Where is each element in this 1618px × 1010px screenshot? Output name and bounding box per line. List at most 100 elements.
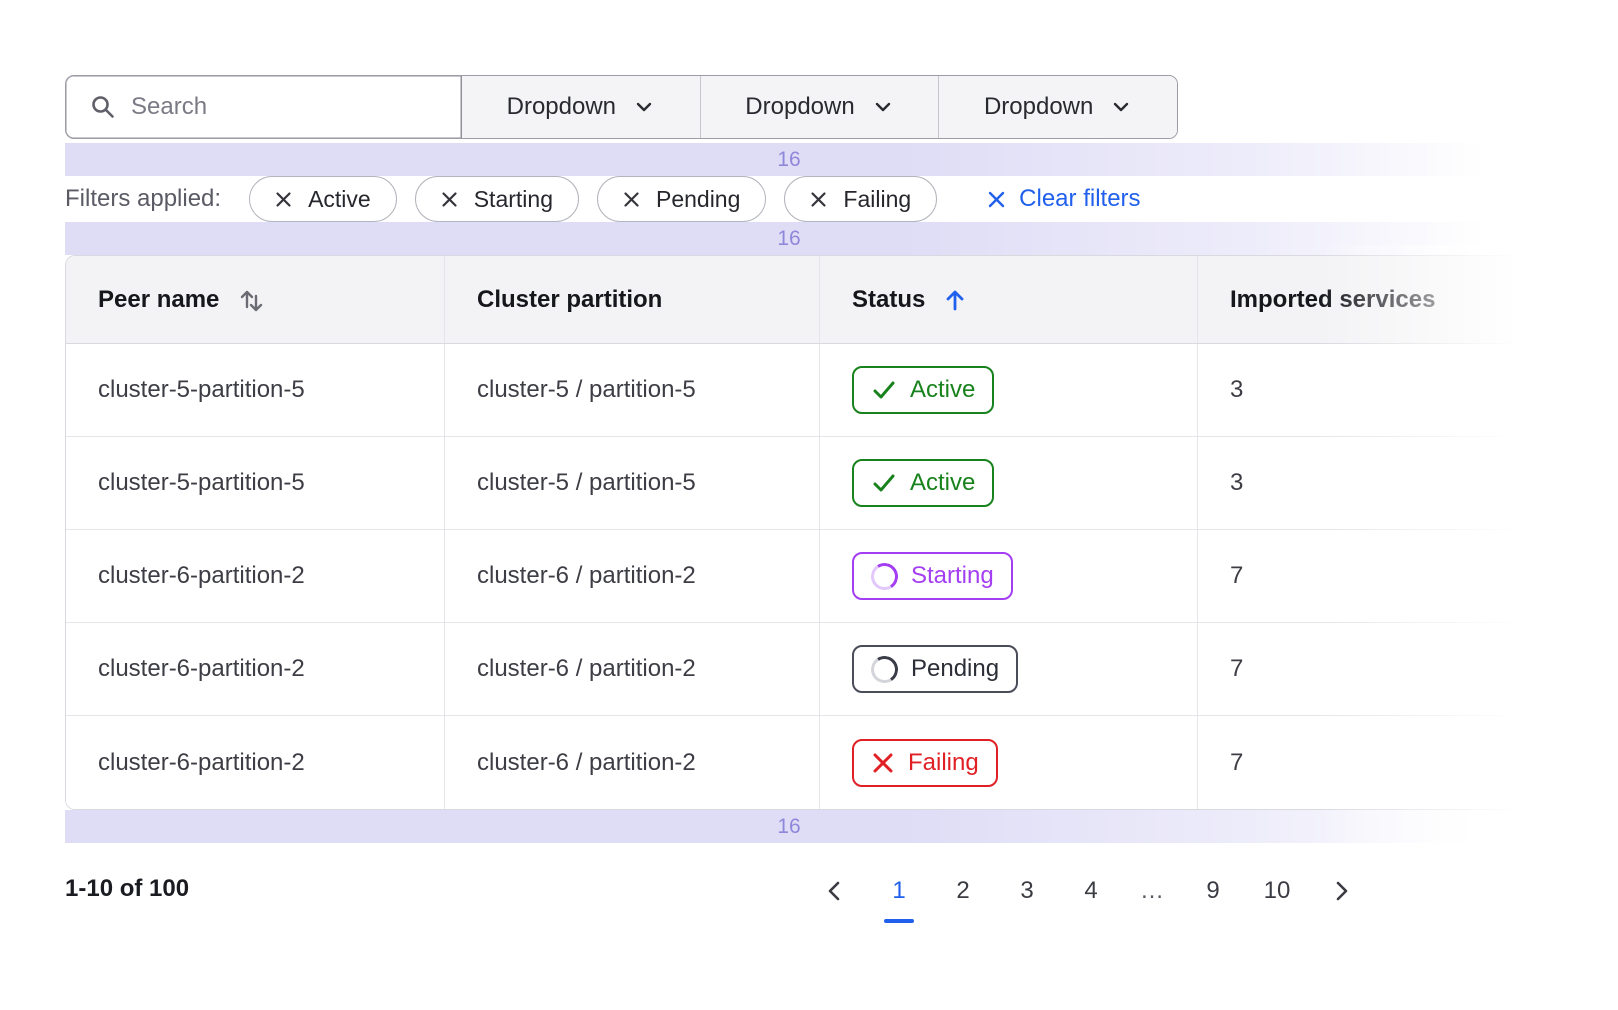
spacing-marker: 16 xyxy=(65,810,1513,843)
peer-name-cell: cluster-6-partition-2 xyxy=(98,562,305,589)
remove-filter-x-icon xyxy=(276,191,291,207)
x-icon xyxy=(873,753,893,772)
pagination: 1-10 of 100 1 2 3 4 … 9 10 xyxy=(65,859,1513,923)
check-icon xyxy=(873,474,895,492)
chevron-down-icon xyxy=(1114,102,1129,112)
clear-filters-button[interactable]: Clear filters xyxy=(987,185,1141,213)
status-badge-label: Starting xyxy=(911,562,994,589)
clear-filters-x-icon xyxy=(988,191,1005,207)
check-icon xyxy=(873,381,895,399)
filter-chip-failing[interactable]: Failing xyxy=(784,176,938,222)
previous-page-button[interactable] xyxy=(803,859,867,923)
spacing-marker-label: 16 xyxy=(777,147,801,171)
table-row: cluster-6-partition-2 cluster-6 / partit… xyxy=(66,623,1513,716)
chevron-down-icon xyxy=(875,102,890,112)
table-header-row: Peer name Cluster partition Status Impor… xyxy=(66,256,1513,344)
peers-page: Dropdown Dropdown Dropdown 16 Filters ap… xyxy=(65,0,1618,923)
remove-filter-x-icon xyxy=(811,191,827,207)
column-header-label: Cluster partition xyxy=(477,285,663,313)
status-cell: Pending xyxy=(819,623,1197,715)
column-header-cluster-partition[interactable]: Cluster partition xyxy=(444,256,819,343)
status-badge-active: Active xyxy=(852,459,995,507)
status-badge-failing: Failing xyxy=(852,738,998,787)
status-cell: Starting xyxy=(819,530,1197,622)
dropdown-button-2[interactable]: Dropdown xyxy=(699,76,939,138)
peer-name-cell: cluster-5-partition-5 xyxy=(98,469,305,496)
table-row: cluster-6-partition-2 cluster-6 / partit… xyxy=(66,716,1513,809)
status-cell: Active xyxy=(819,344,1197,436)
pager-controls: 1 2 3 4 … 9 10 xyxy=(803,859,1373,923)
dropdown-button-3[interactable]: Dropdown xyxy=(938,76,1177,138)
table-row: cluster-6-partition-2 cluster-6 / partit… xyxy=(66,530,1513,623)
dropdown-label: Dropdown xyxy=(745,93,855,120)
cluster-partition-cell: cluster-6 / partition-2 xyxy=(444,716,819,809)
imported-services-cell: 7 xyxy=(1197,623,1513,715)
column-header-label: Peer name xyxy=(98,285,220,313)
filter-chip-label: Pending xyxy=(655,185,741,212)
spinner-icon xyxy=(868,559,901,593)
page-button-9[interactable]: 9 xyxy=(1181,859,1245,923)
chevron-right-icon xyxy=(1336,881,1348,901)
status-badge-starting: Starting xyxy=(852,552,1013,600)
column-header-label: Status xyxy=(852,285,926,313)
dropdown-button-1[interactable]: Dropdown xyxy=(462,76,700,138)
peers-table: Peer name Cluster partition Status Impor… xyxy=(65,255,1513,810)
table-row: cluster-5-partition-5 cluster-5 / partit… xyxy=(66,344,1513,437)
page-button-10[interactable]: 10 xyxy=(1245,859,1309,923)
clear-filters-label: Clear filters xyxy=(1019,185,1141,212)
spacing-marker-label: 16 xyxy=(777,226,801,250)
spacing-marker-label: 16 xyxy=(777,814,801,838)
dropdown-label: Dropdown xyxy=(983,93,1094,120)
peer-name-cell: cluster-6-partition-2 xyxy=(98,748,305,776)
status-badge-label: Failing xyxy=(908,748,979,776)
cluster-partition-cell: cluster-5 / partition-5 xyxy=(444,437,819,529)
status-badge-label: Pending xyxy=(911,655,1000,682)
page-button-4[interactable]: 4 xyxy=(1059,859,1123,923)
filter-chip-label: Failing xyxy=(843,185,912,212)
cluster-partition-cell: cluster-6 / partition-2 xyxy=(444,530,819,622)
column-header-status[interactable]: Status xyxy=(819,256,1197,343)
search-input[interactable] xyxy=(131,93,443,121)
applied-filters-row: Filters applied: Active Starting Pending xyxy=(65,176,1618,222)
cluster-partition-cell: cluster-6 / partition-2 xyxy=(444,623,819,715)
cluster-partition-cell: cluster-5 / partition-5 xyxy=(444,344,819,436)
status-cell: Active xyxy=(819,437,1197,529)
status-badge-label: Active xyxy=(910,376,976,403)
page-button-1[interactable]: 1 xyxy=(867,859,931,923)
chevron-down-icon xyxy=(636,102,652,112)
page-button-2[interactable]: 2 xyxy=(931,859,995,923)
status-badge-pending: Pending xyxy=(852,645,1019,693)
search-icon xyxy=(92,96,114,118)
peer-name-cell: cluster-5-partition-5 xyxy=(98,376,305,403)
filter-chip-label: Starting xyxy=(473,185,553,212)
filters-applied-label: Filters applied: xyxy=(65,185,222,212)
peer-name-cell: cluster-6-partition-2 xyxy=(98,655,305,682)
sort-ascending-icon xyxy=(946,290,964,310)
remove-filter-x-icon xyxy=(624,191,639,207)
filter-chip-pending[interactable]: Pending xyxy=(596,176,767,222)
chevron-left-icon xyxy=(828,881,840,901)
status-cell: Failing xyxy=(819,716,1197,809)
remove-filter-x-icon xyxy=(442,191,457,207)
column-header-peer-name[interactable]: Peer name xyxy=(66,256,444,343)
filter-toolbar: Dropdown Dropdown Dropdown xyxy=(65,75,1178,139)
filter-chip-starting[interactable]: Starting xyxy=(414,176,579,222)
imported-services-cell: 3 xyxy=(1197,344,1513,436)
pagination-summary: 1-10 of 100 xyxy=(65,875,190,902)
filter-chip-active[interactable]: Active xyxy=(249,176,397,222)
filter-chip-label: Active xyxy=(308,185,371,212)
status-badge-label: Active xyxy=(910,469,976,496)
imported-services-cell: 7 xyxy=(1197,530,1513,622)
next-page-button[interactable] xyxy=(1309,859,1373,923)
page-button-3[interactable]: 3 xyxy=(995,859,1059,923)
status-badge-active: Active xyxy=(852,366,995,414)
search-box[interactable] xyxy=(66,76,462,138)
page-ellipsis: … xyxy=(1140,877,1164,904)
imported-services-cell: 7 xyxy=(1197,716,1513,809)
column-header-imported-services[interactable]: Imported services xyxy=(1197,256,1513,343)
spacing-marker: 16 xyxy=(65,222,1513,255)
column-header-label: Imported services xyxy=(1230,285,1436,313)
spacing-marker: 16 xyxy=(65,143,1513,176)
spinner-icon xyxy=(868,652,901,686)
dropdown-label: Dropdown xyxy=(506,93,617,120)
